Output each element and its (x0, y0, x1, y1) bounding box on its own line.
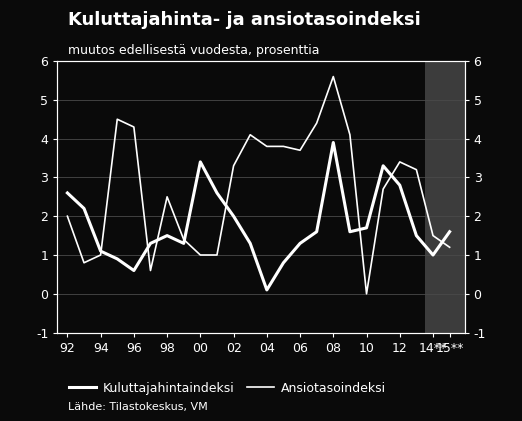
Legend: Kuluttajahintaindeksi, Ansiotasoindeksi: Kuluttajahintaindeksi, Ansiotasoindeksi (64, 377, 390, 400)
Bar (425, 61, 465, 333)
Text: Lähde: Tilastokeskus, VM: Lähde: Tilastokeskus, VM (68, 402, 208, 412)
Text: Kuluttajahinta- ja ansiotasoindeksi: Kuluttajahinta- ja ansiotasoindeksi (68, 11, 421, 29)
Text: muutos edellisestä vuodesta, prosenttia: muutos edellisestä vuodesta, prosenttia (68, 44, 319, 57)
